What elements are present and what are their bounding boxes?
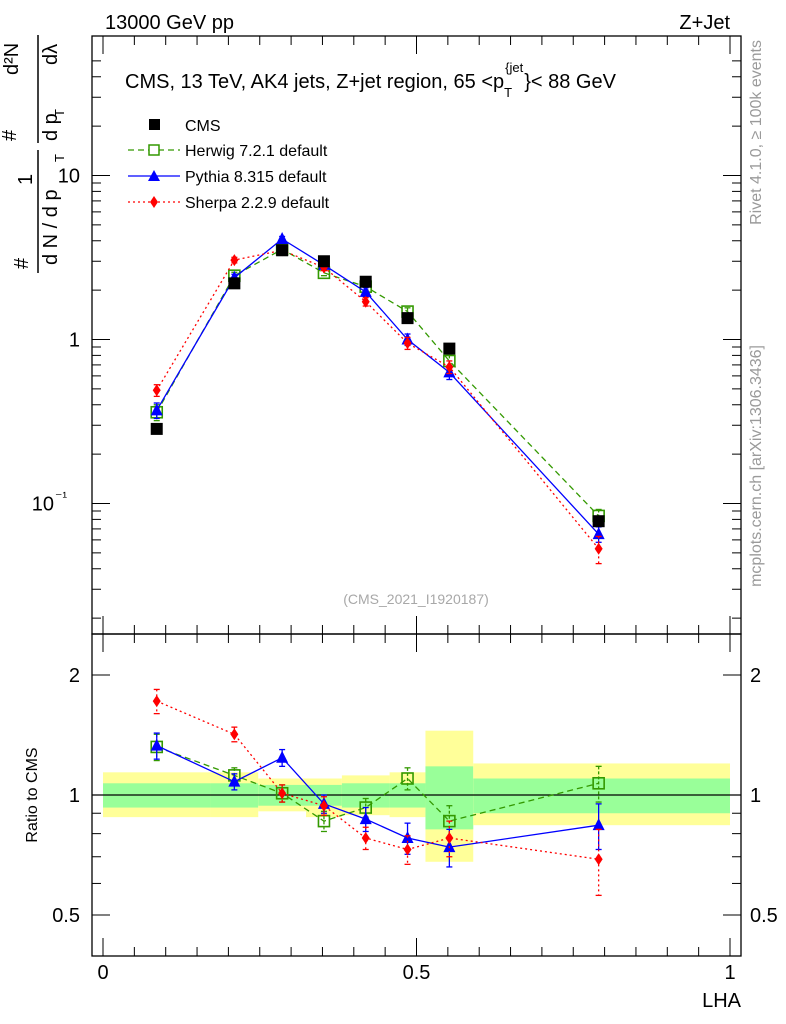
title-sup: {jet — [505, 60, 523, 75]
xtick-label: 0.5 — [403, 962, 431, 984]
ratio-sherpa-point-5 — [403, 843, 412, 856]
header-left: 13000 GeV pp — [105, 12, 234, 34]
ratio-pythia-point-4 — [359, 812, 372, 825]
main-cms-point-1 — [228, 277, 241, 290]
main-sherpa-point-5 — [403, 337, 412, 350]
main-ytick-label: 1 — [69, 330, 80, 352]
y-label-hash: # — [11, 257, 33, 269]
ratio-axis-ticks: 2 2 1 1 0.5 0.5 0 0.5 1 — [52, 634, 778, 984]
main-ytick-label: 10 — [32, 494, 54, 516]
main-y-label: # 1 d N / d p T # d²N d p T dλ — [0, 35, 67, 273]
ratio-sherpa-point-6 — [445, 832, 454, 845]
ratio-ytick-label-left: 2 — [69, 665, 80, 687]
legend-label-cms: CMS — [185, 118, 221, 135]
main-ytick-label: 10 — [58, 166, 80, 188]
main-cms-point-0 — [150, 422, 163, 435]
title-sub: T — [504, 85, 512, 100]
y-label-den-sub: T — [52, 154, 67, 162]
ratio-ytick-label-right: 1 — [750, 785, 761, 807]
main-cms-point-4 — [359, 275, 372, 288]
legend-item-sherpa: Sherpa 2.2.9 default — [128, 195, 330, 212]
main-sherpa-point-1 — [230, 254, 239, 267]
main-cms-point-7 — [592, 515, 605, 528]
mcplots-label: mcplots.cern.ch [arXiv:1306.3436] — [748, 345, 765, 587]
ratio-y-label: Ratio to CMS — [24, 747, 41, 842]
header-right: Z+Jet — [679, 12, 730, 34]
main-pythia-point-4 — [359, 284, 372, 297]
ratio-pythia-line — [156, 745, 599, 848]
main-pythia-line — [156, 238, 600, 535]
legend-label-pythia: Pythia 8.315 default — [185, 169, 327, 186]
main-sherpa-point-4 — [361, 295, 370, 308]
x-axis-label: LHA — [702, 990, 742, 1012]
ratio-pythia-point-1 — [228, 774, 241, 787]
ratio-ytick-label-right: 0.5 — [750, 905, 778, 927]
green-band-6 — [425, 766, 474, 830]
ratio-herwig-point-5 — [401, 772, 414, 785]
ratio-pythia-point-2 — [276, 750, 289, 763]
y-label-dl: dλ — [40, 44, 62, 65]
title-main: CMS, 13 TeV, AK4 jets, Z+jet region, 65 … — [125, 71, 504, 93]
ratio-pythia-point-0 — [150, 738, 163, 751]
y-label-den2-sub: T — [52, 109, 67, 117]
analysis-watermark: (CMS_2021_I1920187) — [343, 591, 489, 607]
main-sherpa-point-6 — [445, 360, 454, 373]
y-label-one: 1 — [15, 174, 37, 185]
xtick-label: 0 — [97, 962, 108, 984]
legend-item-herwig: Herwig 7.2.1 default — [128, 143, 328, 160]
xtick-label: 1 — [724, 962, 735, 984]
main-series-group — [150, 232, 605, 565]
ratio-sherpa-point-7 — [594, 853, 603, 866]
main-pythia-point-2 — [276, 232, 289, 245]
ratio-sherpa-line — [156, 700, 599, 860]
legend-label-sherpa: Sherpa 2.2.9 default — [185, 195, 330, 212]
legend: CMS Herwig 7.2.1 default Pythia 8.315 de… — [128, 118, 330, 212]
ratio-sherpa-point-1 — [230, 728, 239, 741]
plot-title: CMS, 13 TeV, AK4 jets, Z+jet region, 65 … — [125, 60, 617, 100]
ratio-series-group — [150, 688, 605, 897]
ratio-sherpa-point-3 — [319, 799, 328, 812]
rivet-label: Rivet 4.1.0, ≥ 100k events — [748, 40, 765, 225]
title-tail: }< 88 GeV — [524, 71, 616, 93]
legend-label-herwig: Herwig 7.2.1 default — [185, 143, 328, 160]
ratio-ytick-label-left: 1 — [69, 785, 80, 807]
ratio-pythia-point-7 — [592, 818, 605, 831]
main-cms-point-5 — [401, 312, 414, 325]
main-sherpa-point-7 — [594, 542, 603, 555]
green-band-7 — [473, 778, 730, 814]
y-label-den2: d p — [40, 113, 62, 141]
ratio-ytick-label-left: 0.5 — [52, 905, 80, 927]
y-label-num2: d²N — [1, 43, 23, 75]
main-ytick-label-exp: ⁻¹ — [55, 489, 67, 505]
main-cms-point-2 — [276, 244, 289, 257]
ratio-sherpa-point-4 — [361, 832, 370, 845]
ratio-ytick-label-right: 2 — [750, 665, 761, 687]
y-label-den: d N / d p — [40, 189, 62, 265]
main-sherpa-point-0 — [152, 384, 161, 397]
main-herwig-line — [156, 248, 600, 517]
main-pythia-point-0 — [150, 403, 163, 416]
ratio-uncertainty-bands — [92, 730, 741, 862]
main-cms-point-6 — [443, 342, 456, 355]
main-cms-point-3 — [317, 255, 330, 268]
legend-item-cms: CMS — [149, 118, 221, 135]
ratio-sherpa-point-0 — [152, 695, 161, 708]
legend-item-pythia: Pythia 8.315 default — [128, 169, 327, 186]
y-label-hash2: # — [0, 129, 21, 141]
ratio-herwig-point-7 — [592, 776, 605, 790]
ratio-sherpa-point-2 — [278, 787, 287, 800]
